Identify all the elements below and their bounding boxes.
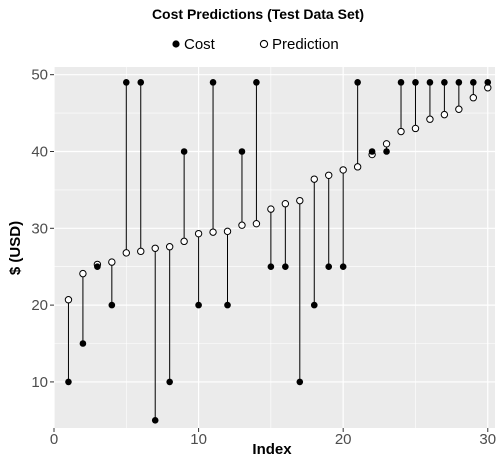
cost-point: [282, 263, 289, 271]
cost-point: [296, 378, 304, 386]
prediction-point: [455, 105, 463, 113]
prediction-point: [339, 166, 347, 174]
cost-point: [94, 263, 101, 271]
cost-point: [441, 79, 448, 86]
prediction-point: [310, 175, 318, 183]
cost-point: [137, 79, 145, 86]
prediction-point: [194, 229, 203, 238]
y-tick-label: 30: [31, 220, 48, 237]
cost-point: [166, 378, 173, 386]
cost-point: [79, 340, 87, 347]
prediction-point: [296, 196, 304, 205]
legend-label-cost: Cost: [184, 36, 216, 53]
prediction-point: [137, 247, 145, 256]
cost-point: [368, 148, 376, 155]
data-points: [64, 79, 492, 424]
x-tick-label: 30: [479, 431, 496, 448]
cost-point: [267, 263, 275, 271]
axis-ticks: 0 10 20 30 10 20 30 40 50: [31, 67, 496, 448]
y-tick-label: 40: [31, 143, 48, 160]
x-tick-label: 20: [335, 431, 352, 448]
prediction-point: [469, 94, 478, 102]
cost-point: [122, 79, 130, 86]
chart-title: Cost Predictions (Test Data Set): [152, 6, 364, 22]
y-tick-label: 20: [31, 297, 48, 314]
cost-point: [383, 148, 390, 155]
cost-point: [470, 79, 477, 86]
cost-point: [253, 79, 260, 86]
cost-point: [455, 79, 463, 86]
y-axis-label: $ (USD): [7, 221, 24, 275]
cost-point: [65, 378, 72, 386]
x-axis-label: Index: [252, 441, 292, 458]
cost-point: [238, 148, 246, 155]
cost-point: [224, 301, 231, 309]
prediction-point: [281, 200, 290, 208]
cost-point: [397, 79, 405, 86]
prediction-point: [267, 205, 275, 213]
x-tick-label: 0: [50, 431, 58, 448]
prediction-point: [238, 221, 246, 229]
prediction-point: [353, 163, 362, 171]
cost-point: [354, 79, 361, 86]
cost-point: [325, 263, 333, 271]
prediction-point: [151, 244, 159, 252]
cost-point: [151, 417, 159, 424]
cost-point: [339, 263, 347, 271]
legend-label-prediction: Prediction: [272, 36, 339, 53]
cost-point: [180, 148, 188, 155]
cost-point: [310, 301, 318, 309]
cost-point: [195, 301, 202, 309]
cost-point: [209, 79, 217, 86]
cost-point: [426, 79, 434, 86]
prediction-point: [325, 171, 333, 180]
x-tick-label: 10: [190, 431, 207, 448]
legend: Cost Prediction: [172, 36, 339, 53]
prediction-point: [209, 228, 217, 236]
prediction-point: [122, 249, 130, 257]
prediction-point: [180, 237, 188, 246]
plot-panel: [54, 67, 495, 428]
prediction-point: [223, 227, 232, 236]
y-tick-label: 50: [31, 67, 48, 84]
prediction-point: [64, 296, 73, 304]
prediction-point: [411, 124, 420, 133]
prediction-point: [397, 127, 405, 136]
error-segments: [67, 82, 489, 421]
prediction-point: [426, 115, 434, 123]
prediction-point: [165, 243, 174, 251]
prediction-point: [252, 219, 261, 228]
prediction-point: [440, 110, 449, 119]
prediction-point: [382, 140, 391, 148]
cost-point: [108, 301, 116, 309]
y-tick-label: 10: [31, 374, 48, 391]
legend-marker-prediction: [259, 39, 269, 49]
cost-point: [412, 79, 419, 86]
cost-point: [484, 79, 492, 86]
legend-marker-cost: [172, 40, 180, 48]
prediction-point: [79, 269, 87, 278]
prediction-point: [108, 258, 116, 266]
